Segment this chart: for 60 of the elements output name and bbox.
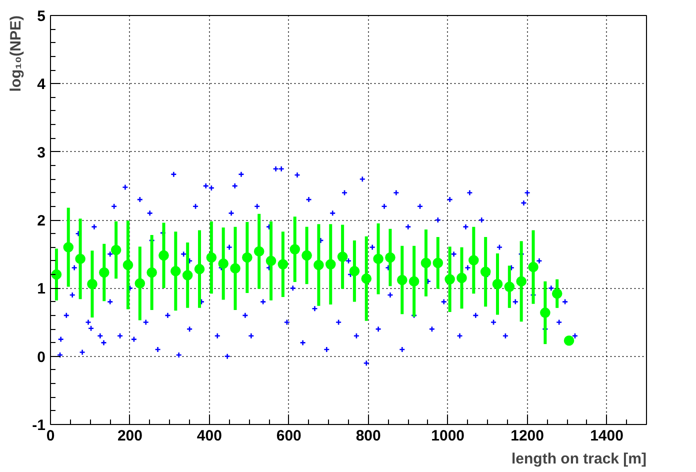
point: [87, 278, 98, 290]
point: [230, 263, 240, 274]
point: [373, 254, 384, 264]
x-tick-label: 200: [117, 428, 142, 444]
point: [194, 264, 205, 274]
point: [420, 258, 432, 268]
x-tick-label: 1200: [510, 428, 544, 444]
point: [552, 288, 562, 299]
point: [432, 258, 444, 268]
point: [63, 242, 74, 252]
point: [456, 272, 467, 284]
point: [122, 260, 134, 270]
point: [98, 267, 110, 278]
point: [349, 266, 360, 276]
point: [254, 246, 264, 256]
point: [206, 252, 217, 263]
y-tick-label: -1: [32, 417, 46, 434]
point: [540, 308, 550, 318]
x-tick-label: 1400: [590, 428, 624, 444]
point: [51, 269, 62, 280]
point: [110, 244, 122, 256]
point: [75, 254, 86, 264]
point: [564, 336, 574, 346]
y-tick-label: 1: [37, 280, 46, 298]
x-tick-label: 800: [356, 428, 381, 444]
y-tick-label: 2: [37, 212, 46, 230]
point: [408, 276, 420, 286]
point: [302, 250, 312, 261]
point: [492, 278, 503, 290]
point: [170, 266, 181, 276]
point: [480, 266, 491, 277]
point: [158, 250, 169, 261]
y-tick-label: 4: [37, 76, 46, 94]
point: [528, 262, 538, 272]
y-tick-label: 3: [37, 144, 46, 162]
x-tick-label: 400: [196, 428, 222, 444]
point: [266, 256, 276, 266]
point: [242, 252, 252, 263]
point: [361, 273, 372, 284]
point: [504, 282, 515, 292]
point: [444, 274, 455, 284]
x-tick-label: 1000: [431, 428, 465, 444]
point: [218, 258, 228, 269]
y-tick-label: 0: [37, 348, 46, 366]
point: [290, 244, 300, 254]
point: [146, 267, 157, 278]
point: [337, 252, 348, 262]
y-axis-title: log₁₀(NPE): [8, 15, 24, 92]
y-tick-label: 5: [37, 8, 46, 25]
point: [396, 274, 408, 286]
point: [385, 252, 396, 263]
x-axis-title: length on track [m]: [511, 450, 647, 468]
point: [314, 260, 324, 270]
x-tick-label: 600: [276, 428, 302, 444]
point: [134, 278, 146, 289]
point: [516, 276, 526, 286]
point: [278, 259, 288, 270]
point: [468, 255, 479, 266]
point: [325, 259, 336, 270]
point: [182, 270, 193, 280]
